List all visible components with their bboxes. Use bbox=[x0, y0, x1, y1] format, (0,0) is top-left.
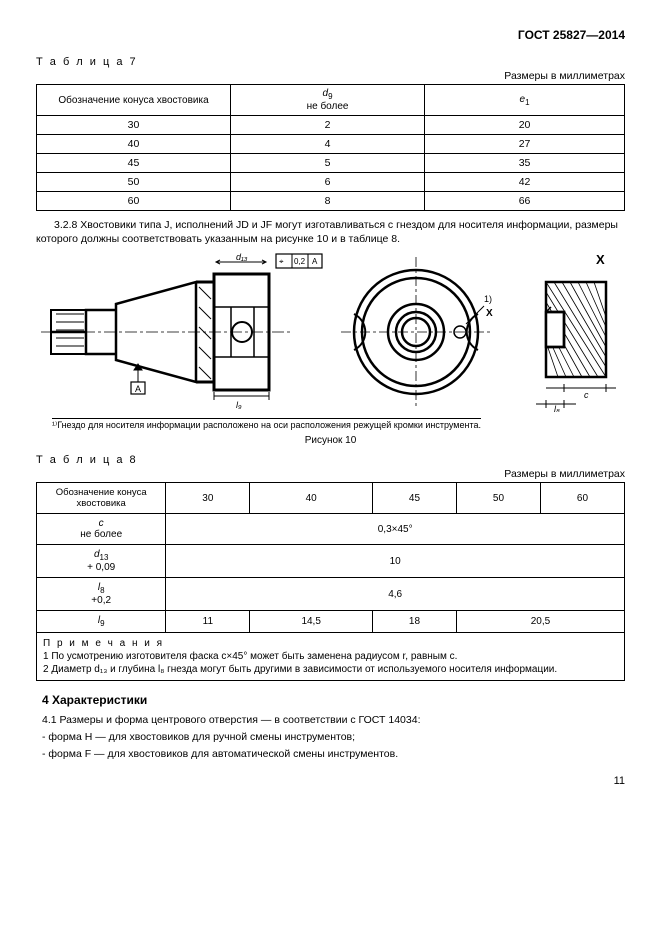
cell: 9 bbox=[100, 619, 104, 628]
p41a: - форма H — для хвостовиков для ручной с… bbox=[42, 730, 625, 745]
section4-title: 4 Характеристики bbox=[42, 693, 625, 707]
cell: 20,5 bbox=[456, 611, 624, 633]
cell: 20 bbox=[425, 116, 625, 135]
svg-text:d₁₃: d₁₃ bbox=[236, 252, 248, 262]
para-328: 3.2.8 Хвостовики типа J, исполнений JD и… bbox=[36, 219, 625, 246]
cell: 13 bbox=[100, 553, 109, 562]
svg-text:X: X bbox=[596, 252, 605, 267]
cell: 2 bbox=[231, 116, 425, 135]
table-row: 30220 bbox=[37, 116, 625, 135]
cell: 8 bbox=[231, 192, 425, 211]
figure-caption: Рисунок 10 bbox=[36, 435, 625, 446]
svg-text:l₉: l₉ bbox=[236, 400, 242, 410]
svg-text:c: c bbox=[584, 390, 589, 400]
table-row: cне более 0,3×45° bbox=[37, 514, 625, 545]
cell: 42 bbox=[425, 173, 625, 192]
table8: Обозначение конуса хвостовика 30 40 45 5… bbox=[36, 482, 625, 633]
p41: 4.1 Размеры и форма центрового отверстия… bbox=[42, 713, 625, 728]
t7-col1: Обозначение конуса хвостовика bbox=[58, 95, 208, 106]
cell: 4 bbox=[231, 135, 425, 154]
table8-notes: П р и м е ч а н и я 1 По усмотрению изго… bbox=[36, 633, 625, 681]
cell: c bbox=[99, 518, 104, 529]
doc-header: ГОСТ 25827—2014 bbox=[36, 28, 625, 42]
cell: 30 bbox=[166, 483, 250, 514]
table7-units: Размеры в миллиметрах bbox=[36, 70, 625, 82]
t7-col2s: 9 bbox=[328, 92, 332, 101]
cell: 60 bbox=[37, 192, 231, 211]
table-row: 60866 bbox=[37, 192, 625, 211]
cell: +0,2 bbox=[91, 595, 111, 606]
t7-col3s: 1 bbox=[525, 98, 529, 107]
table-row: l8+0,2 4,6 bbox=[37, 578, 625, 611]
cell: 30 bbox=[37, 116, 231, 135]
table-row: 40427 bbox=[37, 135, 625, 154]
svg-text:A: A bbox=[135, 384, 141, 394]
svg-text:X: X bbox=[486, 308, 493, 319]
table-row: d13+ 0,09 10 bbox=[37, 545, 625, 578]
note2: 2 Диаметр d₁₃ и глубина l₈ гнезда могут … bbox=[43, 664, 557, 675]
cell: 6 bbox=[231, 173, 425, 192]
page-number: 11 bbox=[36, 775, 625, 787]
cell: 40 bbox=[250, 483, 373, 514]
t8-col1: Обозначение конуса хвостовика bbox=[56, 487, 147, 509]
svg-text:A: A bbox=[312, 257, 318, 266]
cell: 50 bbox=[456, 483, 540, 514]
table-row: l9 11 14,5 18 20,5 bbox=[37, 611, 625, 633]
cell: 50 bbox=[37, 173, 231, 192]
cell: 18 bbox=[373, 611, 457, 633]
table-row: 45535 bbox=[37, 154, 625, 173]
cell: 35 bbox=[425, 154, 625, 173]
cell: 66 bbox=[425, 192, 625, 211]
t7-col2b: не более bbox=[307, 101, 349, 112]
cell: 14,5 bbox=[250, 611, 373, 633]
figure-10: d₁₃ ⌖ 0,2 A A l₉ 1) X X c l₈ bbox=[36, 252, 625, 412]
cell: 5 bbox=[231, 154, 425, 173]
cell: 45 bbox=[37, 154, 231, 173]
note1: 1 По усмотрению изготовителя фаска c×45°… bbox=[43, 651, 457, 662]
cell: не более bbox=[80, 529, 122, 540]
notes-title: П р и м е ч а н и я bbox=[43, 638, 164, 649]
table8-label: Т а б л и ц а 8 bbox=[36, 454, 625, 466]
svg-text:l₈: l₈ bbox=[554, 404, 560, 412]
svg-text:1): 1) bbox=[484, 294, 492, 304]
table8-units: Размеры в миллиметрах bbox=[36, 468, 625, 480]
figure-note: ¹⁾Гнездо для носителя информации располо… bbox=[52, 418, 481, 431]
cell: 40 bbox=[37, 135, 231, 154]
p41b: - форма F — для хвостовиков для автомати… bbox=[42, 747, 625, 762]
table7: Обозначение конуса хвостовика d9не более… bbox=[36, 84, 625, 211]
cell: 4,6 bbox=[166, 578, 625, 611]
cell: 60 bbox=[540, 483, 624, 514]
svg-text:0,2: 0,2 bbox=[294, 257, 306, 266]
table-row: 50642 bbox=[37, 173, 625, 192]
cell: 8 bbox=[100, 586, 104, 595]
cell: 27 bbox=[425, 135, 625, 154]
cell: 11 bbox=[166, 611, 250, 633]
cell: 0,3×45° bbox=[166, 514, 625, 545]
table7-label: Т а б л и ц а 7 bbox=[36, 56, 625, 68]
cell: 45 bbox=[373, 483, 457, 514]
cell: 10 bbox=[166, 545, 625, 578]
svg-text:⌖: ⌖ bbox=[279, 257, 284, 266]
cell: + 0,09 bbox=[87, 562, 115, 573]
